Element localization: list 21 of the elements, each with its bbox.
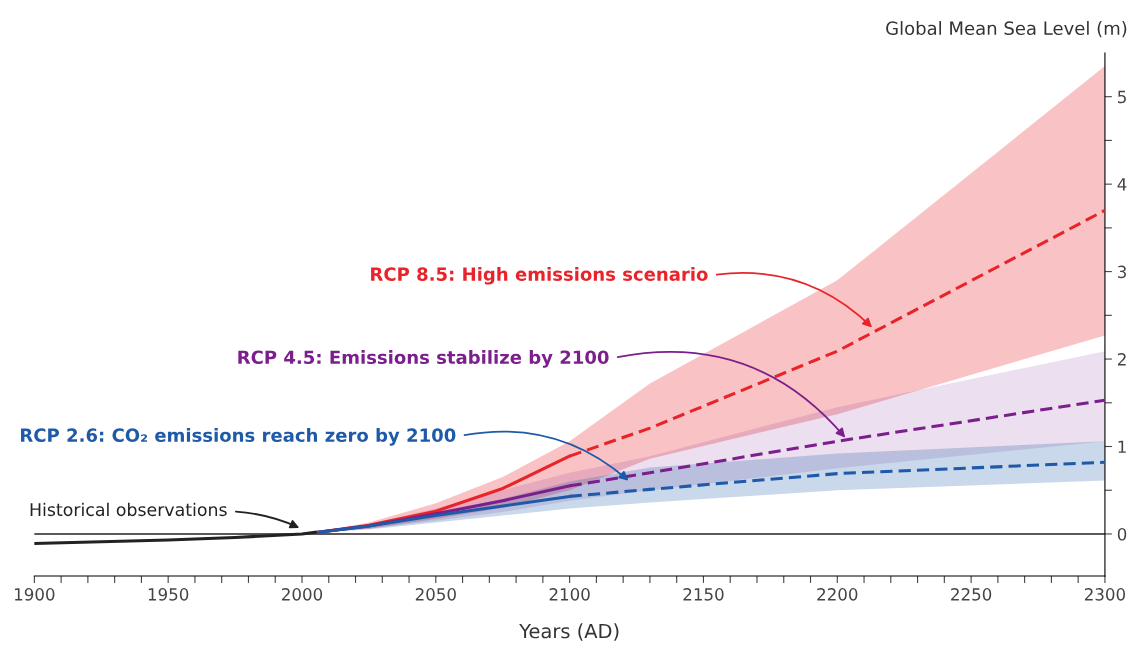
y-tick-label: 3 <box>1118 265 1126 279</box>
x-tick-label: 2250 <box>951 588 992 601</box>
x-tick-label: 2150 <box>683 588 724 601</box>
x-tick-label: 2300 <box>1084 588 1126 601</box>
x-tick-label: 1950 <box>148 588 189 601</box>
y-tick-label: 0 <box>1117 527 1127 541</box>
y-tick-label: 1 <box>1118 440 1126 453</box>
x-tick-label: 2050 <box>415 588 456 601</box>
y-tick-label: 5 <box>1118 90 1126 104</box>
y-tick-label: 2 <box>1117 353 1126 366</box>
annotation: RCP 4.5: Emissions stabilize by 2100 <box>238 350 609 368</box>
x-tick-label: 2000 <box>282 588 323 601</box>
x-tick-label: 2100 <box>549 588 590 601</box>
x-tick-label: 2200 <box>817 588 858 601</box>
x-tick-label: 1900 <box>14 588 55 601</box>
annotation: Historical observations <box>30 502 227 517</box>
y-tick-label: 4 <box>1117 178 1127 191</box>
annotation: RCP 2.6: CO₂ emissions reach zero by 2100 <box>21 428 456 446</box>
y-axis-title: Global Mean Sea Level (m) <box>886 21 1127 38</box>
annotation: RCP 8.5: High emissions scenario <box>371 266 708 285</box>
x-axis-title: Years (AD) <box>519 623 619 641</box>
